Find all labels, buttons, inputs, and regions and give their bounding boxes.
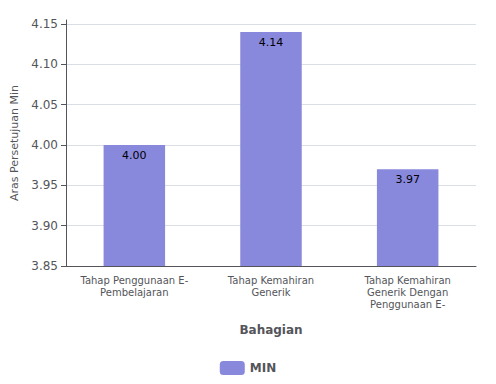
svg-text:3.90: 3.90: [31, 219, 58, 233]
svg-text:MIN: MIN: [250, 361, 276, 375]
svg-text:Generik Dengan: Generik Dengan: [367, 287, 448, 298]
svg-text:Generik: Generik: [251, 287, 290, 298]
svg-text:Penggunaan E-: Penggunaan E-: [370, 299, 446, 310]
svg-text:Pembelajaran: Pembelajaran: [100, 287, 168, 298]
svg-text:3.97: 3.97: [395, 173, 420, 186]
svg-text:Bahagian: Bahagian: [239, 323, 302, 337]
svg-text:Tahap Kemahiran: Tahap Kemahiran: [227, 275, 314, 286]
svg-text:4.15: 4.15: [31, 17, 58, 31]
svg-text:Aras Persetujuan Min: Aras Persetujuan Min: [8, 85, 21, 201]
svg-text:Tahap Kemahiran: Tahap Kemahiran: [363, 275, 450, 286]
svg-text:3.85: 3.85: [31, 259, 58, 273]
svg-text:3.95: 3.95: [31, 178, 58, 192]
svg-text:4.10: 4.10: [31, 57, 58, 71]
svg-text:4.05: 4.05: [31, 98, 58, 112]
svg-text:Tahap Penggunaan E-: Tahap Penggunaan E-: [79, 275, 188, 286]
svg-text:4.14: 4.14: [259, 36, 284, 49]
svg-text:4.00: 4.00: [31, 138, 58, 152]
svg-text:4.00: 4.00: [122, 149, 147, 162]
